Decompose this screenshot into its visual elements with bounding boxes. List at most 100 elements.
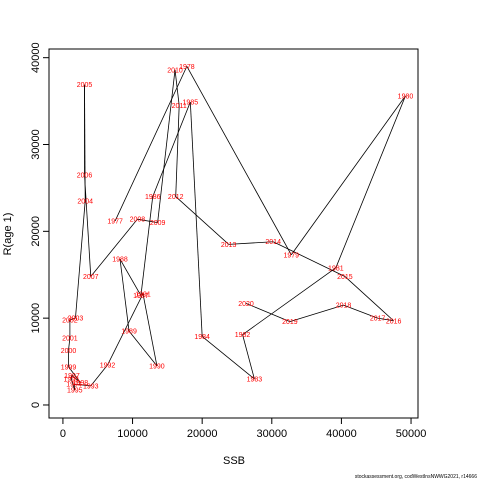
trajectory-segment [70, 375, 73, 380]
trajectory-segment [69, 317, 76, 321]
trajectory-segment [174, 69, 180, 106]
year-label-2010: 2010 [167, 67, 183, 74]
x-tick-label: 10000 [117, 428, 148, 440]
year-label-2012: 2012 [168, 194, 184, 201]
trajectory-segment [175, 105, 180, 197]
year-label-1999: 1999 [61, 364, 77, 371]
year-label-2007: 2007 [83, 274, 99, 281]
trajectory-segment [189, 101, 203, 337]
trajectory-segment [152, 101, 191, 197]
trajectory-segment [290, 95, 406, 256]
trajectory-segment [175, 196, 229, 245]
year-label-1983: 1983 [247, 376, 263, 383]
year-labels: 1977 1978 1979 1980 1981 1982 1983 1984 1985 1986… [61, 64, 414, 395]
trajectory-segment [335, 95, 406, 268]
trajectory-segment [119, 258, 142, 296]
trajectory-segment [75, 200, 86, 319]
x-tick-label: 20000 [187, 428, 218, 440]
x-axis: 0 10000 20000 30000 40000 50000 [60, 418, 426, 440]
y-tick-label: 0 [30, 402, 42, 408]
trajectory-segment [74, 383, 91, 387]
trajectory-segment [107, 293, 144, 366]
year-label-2015: 2015 [337, 274, 353, 281]
year-label-1992: 1992 [100, 363, 116, 370]
year-label-2001: 2001 [62, 336, 78, 343]
trajectory-segment [90, 218, 138, 277]
year-label-1981: 1981 [328, 265, 344, 272]
year-label-1994: 1994 [66, 382, 82, 389]
sr-trajectory-line [68, 66, 406, 391]
year-label-1998: 1998 [73, 380, 89, 387]
year-label-1985: 1985 [183, 99, 199, 106]
y-tick-label: 30000 [30, 129, 42, 160]
year-label-1995: 1995 [67, 388, 83, 395]
trajectory-segment [137, 218, 158, 224]
trajectory-segment [186, 66, 292, 255]
trajectory-segment [119, 259, 130, 332]
x-tick-label: 0 [60, 428, 66, 440]
year-label-2006: 2006 [77, 172, 93, 179]
trajectory-segment [242, 334, 255, 380]
year-label-1986: 1986 [145, 194, 161, 201]
year-label-2013: 2013 [221, 242, 237, 249]
year-label-2020: 2020 [238, 301, 254, 308]
year-label-1984: 1984 [194, 334, 210, 341]
year-label-1980: 1980 [398, 93, 414, 100]
year-label-2005: 2005 [77, 82, 93, 89]
year-label-1987: 1987 [133, 293, 149, 300]
x-tick-label: 30000 [256, 428, 287, 440]
trajectory-segment [273, 241, 346, 277]
year-label-2014: 2014 [265, 239, 281, 246]
year-label-2017: 2017 [370, 316, 386, 323]
trajectory-segment [344, 276, 394, 322]
y-axis: 0 10000 20000 30000 40000 [30, 42, 49, 408]
x-tick-label: 40000 [326, 428, 357, 440]
y-axis-title: R(age 1) [2, 213, 14, 256]
trajectory-segment [157, 69, 176, 223]
year-label-2000: 2000 [61, 348, 77, 355]
trajectory-segment [142, 293, 158, 366]
year-label-1977: 1977 [107, 218, 123, 225]
trajectory-segment [114, 66, 188, 222]
year-label-1988: 1988 [112, 257, 128, 264]
trajectory-segment [90, 364, 108, 387]
year-label-2018: 2018 [336, 303, 352, 310]
year-label-2016: 2016 [386, 318, 402, 325]
year-label-2009: 2009 [150, 220, 166, 227]
year-label-1993: 1993 [83, 383, 99, 390]
year-label-1982: 1982 [235, 332, 251, 339]
x-tick-label: 50000 [396, 428, 427, 440]
x-axis-title: SSB [223, 455, 245, 467]
credit-text: stockassessment.org, codWestInsNWWG2021,… [355, 474, 477, 480]
year-label-1991: 1991 [135, 291, 151, 298]
year-label-2008: 2008 [130, 217, 146, 224]
trajectory-segment [68, 338, 71, 351]
year-label-2004: 2004 [77, 198, 93, 205]
y-tick-label: 10000 [30, 303, 42, 334]
trajectory-segment [71, 375, 81, 383]
year-label-2002: 2002 [62, 317, 78, 324]
trajectory-segment [242, 267, 337, 335]
year-label-1990: 1990 [149, 363, 165, 370]
year-label-1989: 1989 [121, 329, 137, 336]
year-label-1979: 1979 [283, 252, 299, 259]
y-tick-label: 20000 [30, 216, 42, 247]
trajectory-segment [140, 196, 154, 296]
year-label-2003: 2003 [68, 316, 84, 323]
trajectory-segment [228, 241, 274, 245]
trajectory-segment [201, 336, 255, 380]
trajectory-segment [68, 366, 81, 383]
trajectory-segment [289, 304, 344, 323]
trajectory-segment [343, 304, 378, 319]
year-label-1978: 1978 [179, 64, 195, 71]
trajectory-segment [245, 303, 291, 322]
year-label-2019: 2019 [282, 319, 298, 326]
trajectory-segment [377, 317, 394, 322]
trajectory-segment [70, 378, 76, 391]
trajectory-segment [128, 330, 158, 367]
year-label-1996: 1996 [63, 376, 79, 383]
trajectory-segment [84, 174, 92, 277]
plot-area [48, 48, 419, 419]
year-label-2011: 2011 [172, 103, 187, 110]
